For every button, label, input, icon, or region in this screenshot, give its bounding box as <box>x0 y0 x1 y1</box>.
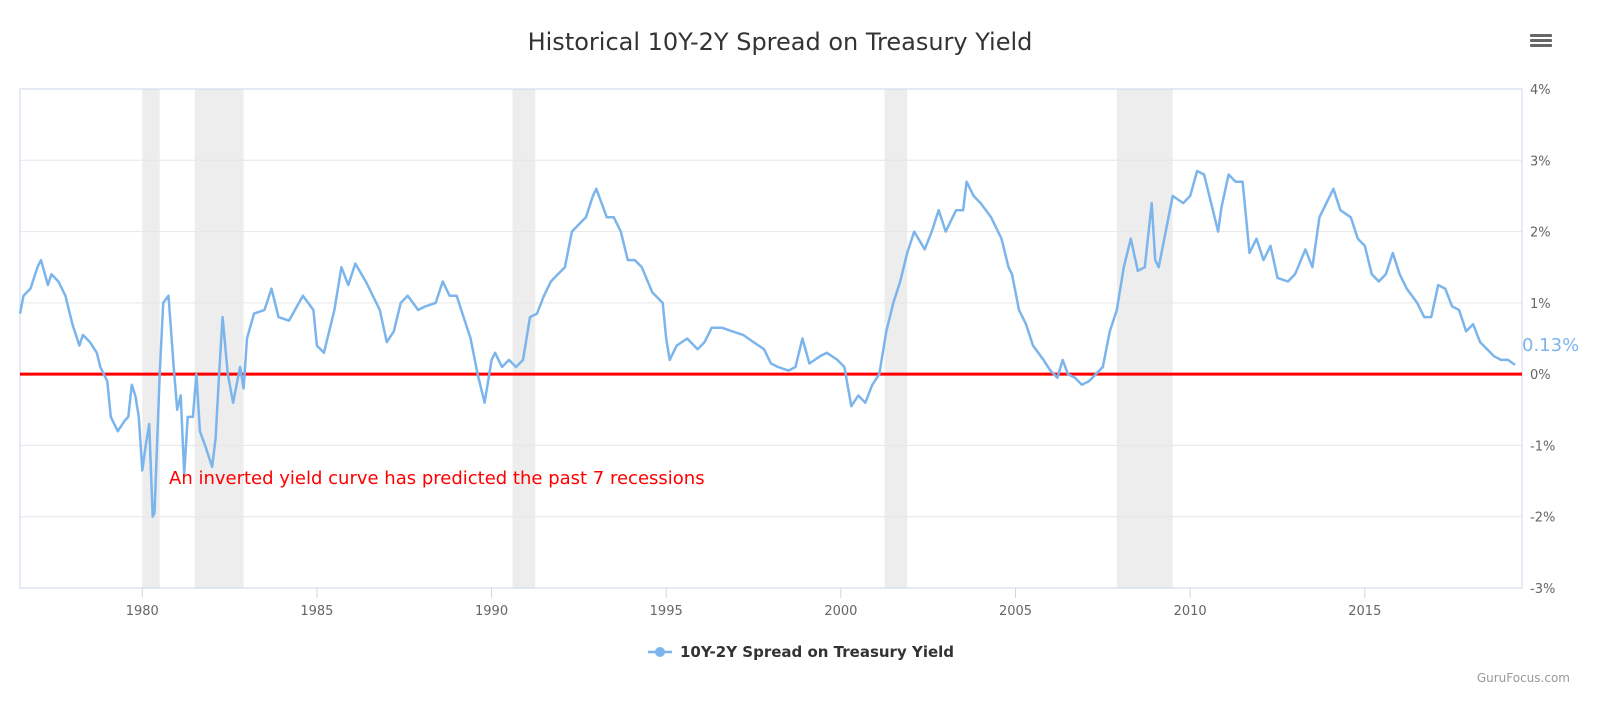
x-tick-label: 1995 <box>650 604 683 619</box>
y-tick-label: 3% <box>1530 154 1551 169</box>
y-axis-ticks: -3% -2% -1% 0% 1% 2% 3% 4% <box>1530 83 1555 597</box>
inversion-annotation: An inverted yield curve has predicted th… <box>169 468 705 489</box>
chart-title: Historical 10Y-2Y Spread on Treasury Yie… <box>528 28 1033 56</box>
x-tick-label: 2000 <box>824 604 857 619</box>
legend-marker <box>655 647 665 657</box>
recession-band-1 <box>142 89 160 588</box>
gridlines <box>20 88 1522 589</box>
x-tick-label: 2010 <box>1174 604 1207 619</box>
last-value-label: 0.13% <box>1522 335 1579 356</box>
y-tick-label: 0% <box>1530 368 1551 383</box>
recession-bands <box>142 89 1173 588</box>
y-tick-label: 2% <box>1530 226 1551 241</box>
hamburger-menu-icon <box>1530 34 1552 47</box>
recession-band-2 <box>194 89 244 588</box>
menu-icon-bar-middle <box>1530 39 1552 42</box>
recession-band-4 <box>884 89 908 588</box>
y-tick-label: -1% <box>1530 439 1555 454</box>
x-axis-ticks: 1980 1985 1990 1995 2000 2005 2010 2015 <box>126 588 1381 619</box>
y-tick-label: -3% <box>1530 582 1555 597</box>
menu-icon-bar-top <box>1530 34 1552 37</box>
menu-icon-bar-bottom <box>1530 44 1552 47</box>
y-tick-label: 4% <box>1530 83 1551 98</box>
y-tick-label: 1% <box>1530 297 1551 312</box>
x-tick-label: 1990 <box>475 604 508 619</box>
recession-band-3 <box>512 89 536 588</box>
plot-border <box>19 88 1523 589</box>
y-tick-label: -2% <box>1530 511 1555 526</box>
series-line <box>18 169 1516 518</box>
x-tick-label: 1985 <box>300 604 333 619</box>
recession-band-5 <box>1116 89 1173 588</box>
x-tick-label: 1980 <box>126 604 159 619</box>
chart-menu-button[interactable] <box>1529 30 1553 50</box>
legend-item[interactable]: 10Y-2Y Spread on Treasury Yield <box>648 643 954 661</box>
credit-link[interactable]: GuruFocus.com <box>1477 671 1570 685</box>
x-tick-label: 2005 <box>999 604 1032 619</box>
legend-label: 10Y-2Y Spread on Treasury Yield <box>680 643 954 661</box>
x-tick-label: 2015 <box>1348 604 1381 619</box>
